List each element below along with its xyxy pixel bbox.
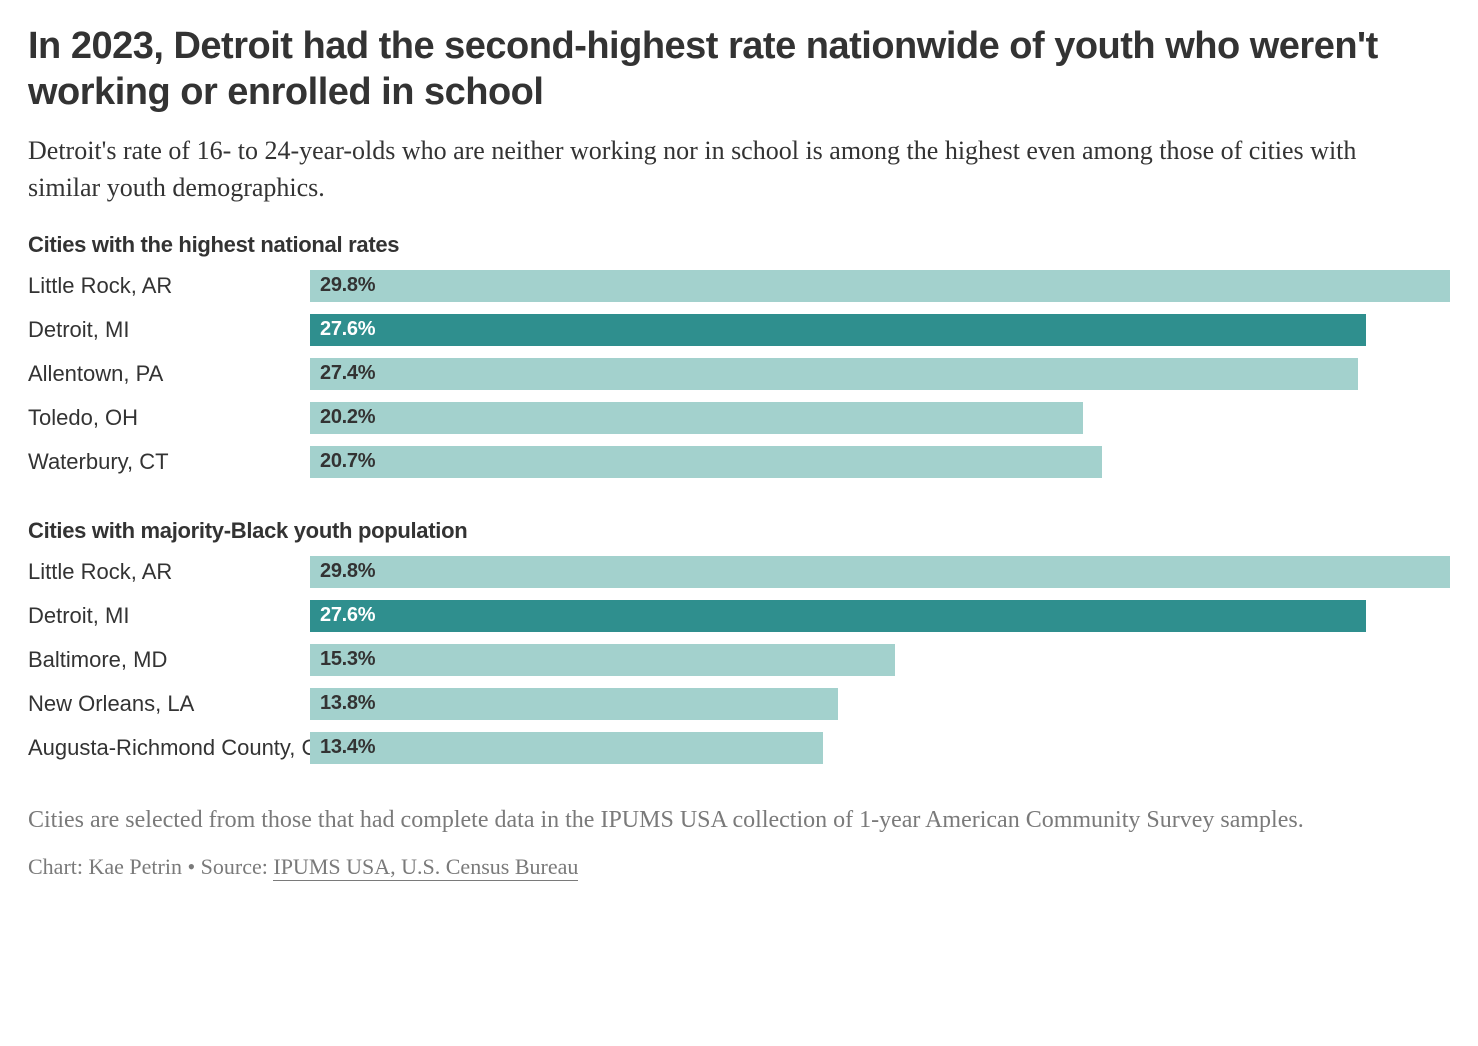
bar-label: Waterbury, CT bbox=[28, 449, 310, 475]
bar-track: 15.3% bbox=[310, 644, 1450, 676]
chart-subtitle: Detroit's rate of 16- to 24-year-olds wh… bbox=[28, 133, 1428, 206]
bar-label: Allentown, PA bbox=[28, 361, 310, 387]
bar-value: 13.4% bbox=[320, 736, 375, 759]
bar-value: 20.2% bbox=[320, 406, 375, 429]
bar-track: 13.4% bbox=[310, 732, 1450, 764]
bar-row: Detroit, MI 27.6% bbox=[28, 598, 1450, 634]
chart-footnote: Cities are selected from those that had … bbox=[28, 804, 1428, 838]
bar-track: 27.6% bbox=[310, 600, 1450, 632]
chart-credit: Chart: Kae Petrin • Source: IPUMS USA, U… bbox=[28, 854, 1450, 880]
bar-fill: 13.8% bbox=[310, 688, 838, 720]
bar-fill: 27.6% bbox=[310, 314, 1366, 346]
bar-label: Toledo, OH bbox=[28, 405, 310, 431]
bar-row: Detroit, MI 27.6% bbox=[28, 312, 1450, 348]
chart-title: In 2023, Detroit had the second-highest … bbox=[28, 24, 1450, 115]
bar-value: 27.6% bbox=[320, 604, 375, 627]
bar-track: 29.8% bbox=[310, 556, 1450, 588]
bar-fill: 27.4% bbox=[310, 358, 1358, 390]
bar-row: Little Rock, AR 29.8% bbox=[28, 554, 1450, 590]
bar-value: 20.7% bbox=[320, 450, 375, 473]
bar-fill: 20.7% bbox=[310, 446, 1102, 478]
bar-value: 29.8% bbox=[320, 274, 375, 297]
bar-track: 27.6% bbox=[310, 314, 1450, 346]
bar-track: 20.2% bbox=[310, 402, 1450, 434]
chart-section-heading: Cities with the highest national rates bbox=[28, 232, 1450, 258]
bar-label: Baltimore, MD bbox=[28, 647, 310, 673]
bar-row: Augusta-Richmond County, GA 13.4% bbox=[28, 730, 1450, 766]
bar-fill: 20.2% bbox=[310, 402, 1083, 434]
bar-label: Augusta-Richmond County, GA bbox=[28, 735, 310, 761]
bar-fill: 27.6% bbox=[310, 600, 1366, 632]
bar-value: 15.3% bbox=[320, 648, 375, 671]
bar-fill: 15.3% bbox=[310, 644, 895, 676]
bar-value: 29.8% bbox=[320, 560, 375, 583]
bar-row: New Orleans, LA 13.8% bbox=[28, 686, 1450, 722]
bar-track: 20.7% bbox=[310, 446, 1450, 478]
bar-track: 29.8% bbox=[310, 270, 1450, 302]
bar-chart: Cities with the highest national rates Li… bbox=[28, 232, 1450, 766]
bar-label: Little Rock, AR bbox=[28, 559, 310, 585]
chart-group: Cities with the highest national rates Li… bbox=[28, 232, 1450, 480]
bar-fill: 29.8% bbox=[310, 556, 1450, 588]
chart-section-heading: Cities with majority-Black youth populat… bbox=[28, 518, 1450, 544]
bar-value: 13.8% bbox=[320, 692, 375, 715]
bar-row: Little Rock, AR 29.8% bbox=[28, 268, 1450, 304]
bar-value: 27.6% bbox=[320, 318, 375, 341]
bar-row: Toledo, OH 20.2% bbox=[28, 400, 1450, 436]
bar-row: Allentown, PA 27.4% bbox=[28, 356, 1450, 392]
bar-fill: 13.4% bbox=[310, 732, 823, 764]
bar-value: 27.4% bbox=[320, 362, 375, 385]
credit-source-link[interactable]: IPUMS USA, U.S. Census Bureau bbox=[273, 854, 578, 881]
bar-label: Detroit, MI bbox=[28, 317, 310, 343]
bar-fill: 29.8% bbox=[310, 270, 1450, 302]
bar-label: New Orleans, LA bbox=[28, 691, 310, 717]
bar-row: Waterbury, CT 20.7% bbox=[28, 444, 1450, 480]
credit-prefix: Chart: Kae Petrin • Source: bbox=[28, 854, 273, 879]
bar-label: Detroit, MI bbox=[28, 603, 310, 629]
bar-track: 27.4% bbox=[310, 358, 1450, 390]
bar-row: Baltimore, MD 15.3% bbox=[28, 642, 1450, 678]
chart-group: Cities with majority-Black youth populat… bbox=[28, 518, 1450, 766]
bar-track: 13.8% bbox=[310, 688, 1450, 720]
bar-label: Little Rock, AR bbox=[28, 273, 310, 299]
